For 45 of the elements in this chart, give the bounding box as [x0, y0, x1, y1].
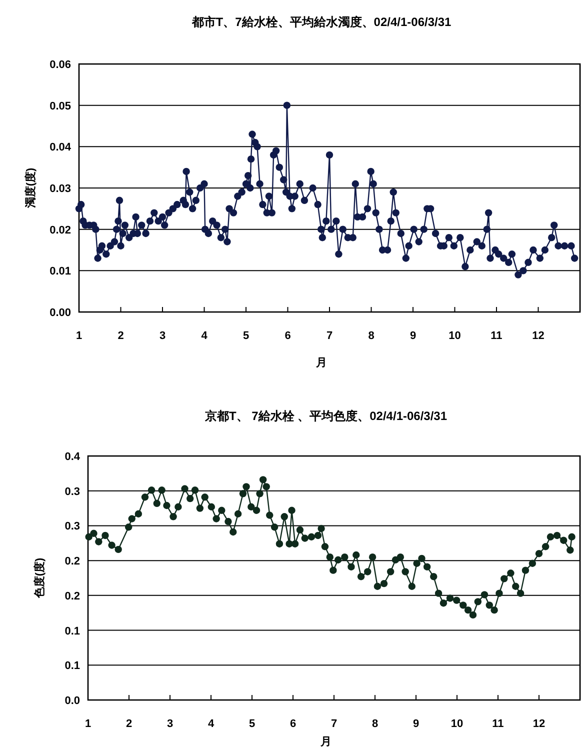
x-tick-label: 9	[412, 718, 420, 730]
y-tick-label: 0.02	[50, 224, 71, 236]
x-tick-label: 7	[330, 718, 338, 730]
x-axis-title: 月	[320, 736, 332, 748]
x-tick-label: 6	[284, 330, 291, 342]
y-tick-label: 0.2	[64, 590, 80, 602]
x-axis-title: 月	[315, 357, 327, 369]
x-tick-label: 3	[159, 330, 166, 342]
x-tick-label: 10	[450, 718, 464, 730]
y-tick-label: 0.00	[50, 307, 71, 319]
y-tick-label: 0.4	[64, 451, 81, 463]
y-tick-label: 0.1	[64, 660, 80, 672]
x-tick-label: 12	[532, 330, 544, 342]
y-tick-label: 0.03	[50, 183, 71, 195]
x-tick-label: 3	[166, 718, 174, 730]
x-tick-label: 1	[76, 330, 82, 342]
chart-title: 京都T、 7給水栓 、平均色度、02/4/1-06/3/31	[204, 409, 448, 423]
y-axis-title: 濁度(度)	[24, 168, 37, 210]
x-tick-label: 11	[492, 718, 504, 730]
x-tick-label: 12	[532, 718, 546, 730]
x-tick-label: 7	[326, 330, 333, 342]
y-tick-label: 0.06	[50, 59, 71, 71]
x-tick-label: 4	[201, 330, 208, 342]
y-tick-label: 0.05	[50, 100, 71, 112]
y-tick-label: 0.2	[64, 556, 80, 568]
x-tick-label: 8	[372, 718, 378, 730]
x-tick-label: 9	[410, 330, 416, 342]
x-tick-label: 11	[490, 330, 502, 342]
x-tick-label: 5	[242, 330, 250, 342]
y-tick-label: 0.0	[64, 695, 80, 707]
x-tick-label: 5	[248, 718, 256, 730]
x-tick-label: 2	[118, 330, 124, 342]
x-tick-label: 2	[126, 718, 132, 730]
chart-title: 都市T、7給水栓、平均給水濁度、02/4/1-06/3/31	[190, 15, 452, 29]
x-tick-label: 4	[208, 718, 215, 730]
y-tick-label: 0.04	[50, 142, 72, 154]
x-tick-label: 8	[368, 330, 374, 342]
y-axis-title: 色度(度)	[33, 558, 46, 600]
y-tick-label: 0.01	[50, 266, 71, 278]
x-tick-label: 10	[448, 330, 461, 342]
y-tick-label: 0.3	[64, 486, 80, 498]
x-tick-label: 6	[290, 718, 296, 730]
y-tick-label: 0.1	[64, 625, 80, 638]
y-tick-label: 0.3	[64, 520, 80, 533]
x-tick-label: 1	[84, 718, 92, 730]
